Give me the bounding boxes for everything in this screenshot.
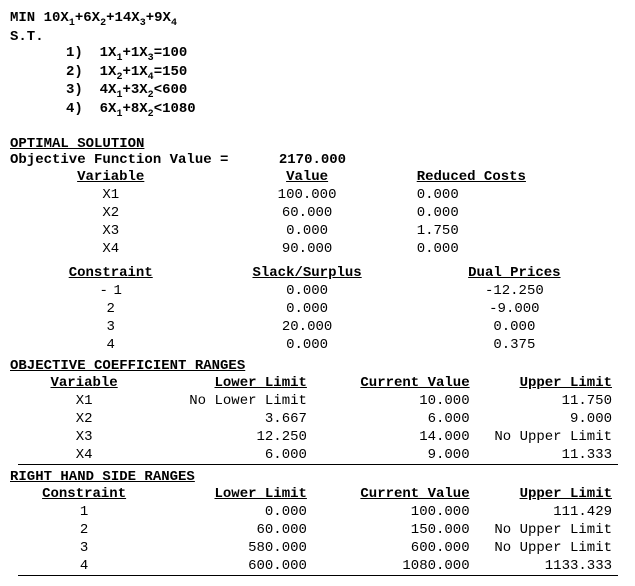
rhs-table: Constraint Lower Limit Current Value Upp…: [18, 485, 618, 576]
col-dual-prices: Dual Prices: [411, 264, 618, 282]
table-row: X1100.0000.000: [18, 186, 618, 204]
table-row: 4600.0001080.0001133.333: [18, 557, 618, 576]
table-row: 10.000100.000111.429: [18, 503, 618, 521]
constraint-2: 2) 1X2+1X4=150: [10, 64, 625, 83]
col-lower-limit: Lower Limit: [150, 374, 313, 392]
table-row: X312.25014.000No Upper Limit: [18, 428, 618, 446]
constraint-4: 4) 6X1+8X2<1080: [10, 101, 625, 120]
ofv-value: 2170.000: [279, 152, 346, 168]
table-row: X30.0001.750: [18, 222, 618, 240]
col-current-value: Current Value: [313, 485, 476, 503]
optimal-solution-title: OPTIMAL SOLUTION: [10, 136, 625, 152]
variable-table: Variable Value Reduced Costs X1100.0000.…: [18, 168, 618, 258]
col-upper-limit: Upper Limit: [476, 374, 618, 392]
col-variable: Variable: [18, 168, 203, 186]
ocr-title: OBJECTIVE COEFFICIENT RANGES: [10, 358, 625, 374]
constraint-table: Constraint Slack/Surplus Dual Prices -10…: [18, 264, 618, 354]
divider: [18, 464, 618, 465]
col-upper-limit: Upper Limit: [476, 485, 618, 503]
st-label: S.T.: [10, 29, 625, 45]
table-row: 320.0000.000: [18, 318, 618, 336]
constraint-3: 3) 4X1+3X2<600: [10, 82, 625, 101]
table-row: X46.0009.00011.333: [18, 446, 618, 465]
objective-line: MIN 10X1+6X2+14X3+9X4: [10, 10, 625, 29]
col-reduced-costs: Reduced Costs: [411, 168, 618, 186]
table-row: X490.0000.000: [18, 240, 618, 258]
col-variable: Variable: [18, 374, 150, 392]
col-constraint: Constraint: [18, 485, 150, 503]
col-constraint: Constraint: [18, 264, 203, 282]
table-row: -10.000-12.250: [18, 282, 618, 300]
table-row: 260.000150.000No Upper Limit: [18, 521, 618, 539]
table-row: 20.000-9.000: [18, 300, 618, 318]
obj-expr: 10X1+6X2+14X3+9X4: [44, 10, 177, 26]
constraint-1: 1) 1X1+1X3=100: [10, 45, 625, 64]
col-value: Value: [203, 168, 410, 186]
col-lower-limit: Lower Limit: [150, 485, 313, 503]
table-row: 3580.000600.000No Upper Limit: [18, 539, 618, 557]
table-row: 40.0000.375: [18, 336, 618, 354]
table-row: X23.6676.0009.000: [18, 410, 618, 428]
rhs-title: RIGHT HAND SIDE RANGES: [10, 469, 625, 485]
col-current-value: Current Value: [313, 374, 476, 392]
ocr-table: Variable Lower Limit Current Value Upper…: [18, 374, 618, 465]
table-row: X1No Lower Limit10.00011.750: [18, 392, 618, 410]
min-label: MIN: [10, 10, 35, 26]
ofv-line: Objective Function Value = 2170.000: [10, 152, 625, 168]
divider: [18, 575, 618, 576]
col-slack-surplus: Slack/Surplus: [203, 264, 410, 282]
table-row: X260.0000.000: [18, 204, 618, 222]
